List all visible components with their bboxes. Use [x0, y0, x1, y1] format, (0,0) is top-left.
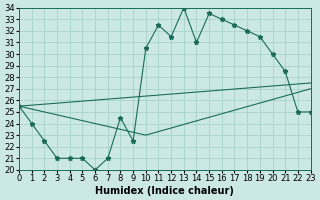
X-axis label: Humidex (Indice chaleur): Humidex (Indice chaleur) — [95, 186, 234, 196]
